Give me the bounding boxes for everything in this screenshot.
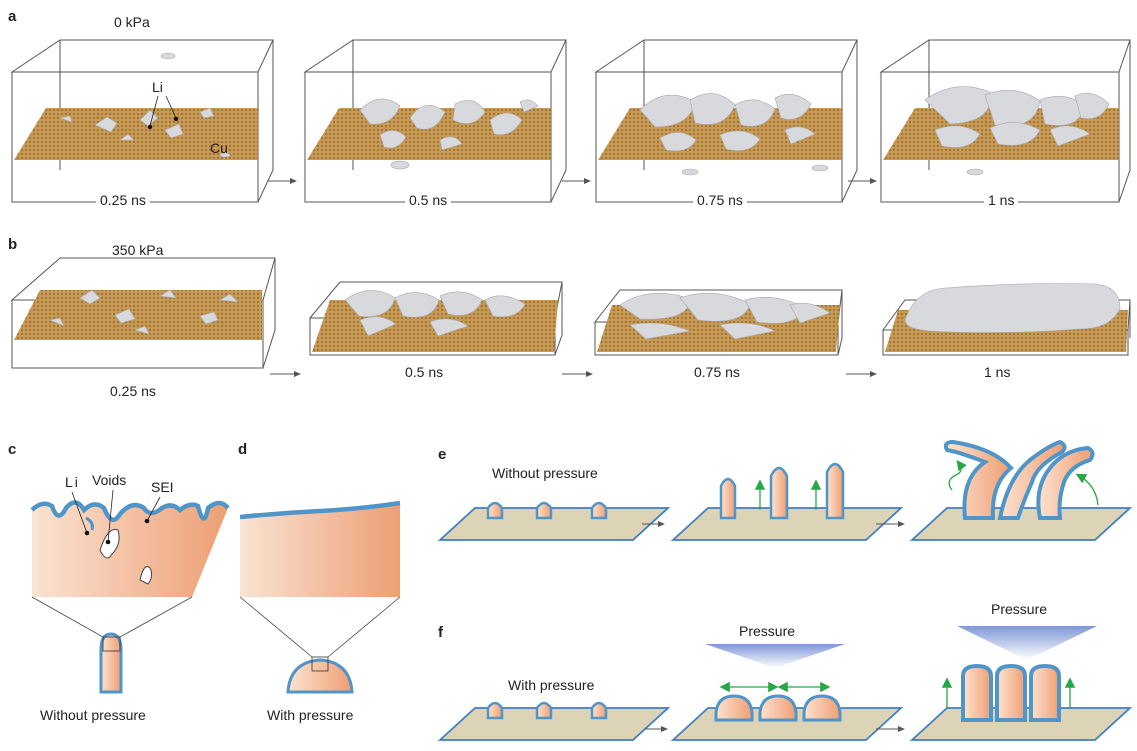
panel-c-li-label: Li <box>65 474 80 490</box>
panel-d-zoom-line-left <box>239 596 313 658</box>
li-label-a: Li <box>152 79 163 95</box>
panel-c-zoom-box <box>102 636 121 652</box>
lithium-deposits-a2 <box>359 98 539 170</box>
time-label-a4: 1 ns <box>984 192 1019 208</box>
panel-c-voids-label: Voids <box>92 472 127 488</box>
panel-f-stage-1 <box>437 701 671 741</box>
lithium-deposits-a4 <box>924 86 1110 176</box>
panel-c-zoom-line-left <box>31 596 104 638</box>
panel-c-zoom-region <box>30 489 230 597</box>
time-label-a1: 0.25 ns <box>96 192 150 208</box>
pressure-label-f2: Pressure <box>991 601 1048 617</box>
panel-label-a: a <box>8 8 17 25</box>
lithium-deposits-b1 <box>48 289 239 335</box>
time-label-b1: 0.25 ns <box>110 383 156 399</box>
time-label-a3: 0.75 ns <box>693 192 747 208</box>
panel-e-stage-3 <box>909 439 1133 541</box>
panel-f-caption: With pressure <box>508 677 595 693</box>
panel-e-caption: Without pressure <box>492 465 598 481</box>
pressure-label-f1: Pressure <box>739 623 796 639</box>
time-label-b2: 0.5 ns <box>405 364 444 380</box>
panel-c-sei-label: SEI <box>151 479 174 495</box>
lithium-deposits-b2 <box>344 290 526 337</box>
panel-label-b: b <box>8 236 18 253</box>
panel-f-stage-3 <box>909 626 1133 741</box>
time-label-a2: 0.5 ns <box>405 192 452 208</box>
panel-label-d: d <box>238 441 248 458</box>
cu-label-a: Cu <box>210 140 228 156</box>
panel-d-zoom-line-right <box>327 596 401 658</box>
li-leader-1 <box>149 95 159 127</box>
copper-slab-b1 <box>14 290 262 340</box>
lithium-deposits-b3 <box>619 292 831 340</box>
panel-d-deposit <box>286 658 354 694</box>
panel-c-caption: Without pressure <box>40 707 146 723</box>
copper-slab-a1 <box>14 108 258 160</box>
li-leader-2 <box>165 95 177 119</box>
panel-d-zoom-box <box>311 656 329 672</box>
lithium-film-b4 <box>904 283 1121 333</box>
panel-c-zoom-line-right <box>119 596 193 638</box>
li-marker-1 <box>147 124 153 130</box>
panel-d-caption: With pressure <box>267 707 354 723</box>
time-label-b3: 0.75 ns <box>694 364 740 380</box>
panel-label-f: f <box>438 624 443 641</box>
time-label-b4: 1 ns <box>984 364 1011 380</box>
panel-c-dendrite <box>99 632 123 694</box>
panel-d-zoom-region <box>239 500 401 597</box>
panel-label-c: c <box>8 441 17 458</box>
panel-e-stage-2 <box>670 462 904 541</box>
panel-label-e: e <box>438 446 447 463</box>
li-marker-2 <box>173 116 179 122</box>
panel-f-stage-2 <box>670 644 904 741</box>
pressure-label-b: 350 kPa <box>112 242 164 258</box>
panel-e-stage-1 <box>437 501 671 541</box>
pressure-label-a: 0 kPa <box>114 14 150 30</box>
lithium-deposits-a3 <box>639 93 829 176</box>
